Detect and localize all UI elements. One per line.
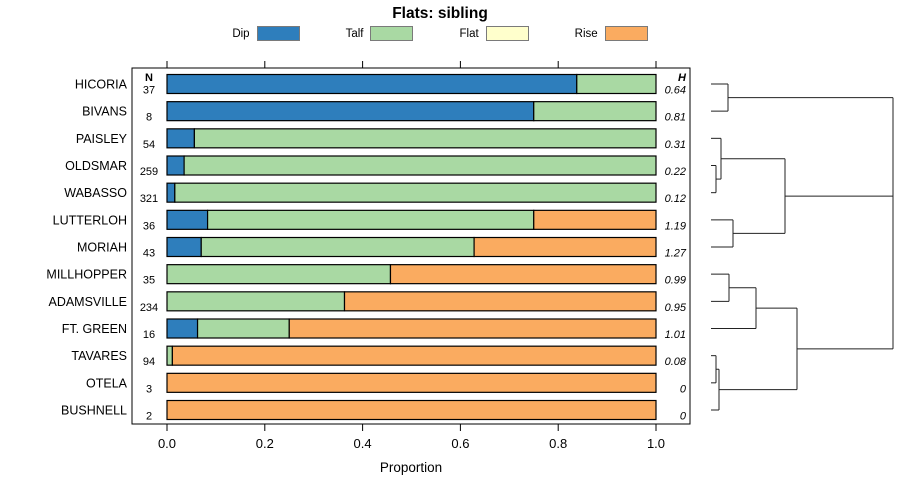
row-label: OLDSMAR (65, 159, 127, 173)
x-tick-label: 0.4 (354, 436, 372, 451)
bar-segment-moriah-rise (473, 236, 657, 258)
h-value: 0 (680, 383, 687, 395)
bar-segment-ft-green-talf (196, 318, 290, 339)
legend-label: Flat (459, 27, 479, 40)
h-value: 0.22 (665, 166, 686, 178)
bar-segment-wabasso-talf (174, 182, 657, 203)
legend-swatch-flat (485, 26, 529, 41)
n-value: 36 (143, 220, 155, 232)
x-axis-label: Proportion (380, 460, 442, 475)
n-value: 16 (143, 329, 155, 341)
legend-swatch-rise (604, 26, 648, 41)
h-value: 0 (680, 411, 687, 423)
bar-segment-millhopper-talf (166, 264, 392, 285)
bar-segment-moriah-talf (200, 236, 475, 258)
h-column-header: H (678, 72, 687, 84)
row-label: LUTTERLOH (53, 213, 127, 227)
n-column-header: N (145, 72, 153, 84)
n-value: 321 (140, 193, 158, 205)
bar-segment-lutterloh-dip (166, 209, 209, 230)
row-label: TAVARES (71, 349, 127, 363)
row-label: WABASSO (64, 186, 127, 200)
bar-segment-millhopper-rise (389, 264, 657, 285)
bar-segment-hicoria-talf (576, 73, 657, 95)
legend-label: Talf (345, 27, 364, 40)
bar-segment-adamsville-rise (343, 291, 657, 312)
legend-item-rise: Rise (575, 26, 648, 41)
x-tick-label: 0.8 (549, 436, 567, 451)
legend-swatch-talf (370, 26, 414, 41)
bar-segment-bivans-talf (533, 101, 657, 122)
bar-segment-ft-green-rise (288, 318, 657, 339)
h-value: 0.08 (665, 356, 687, 368)
row-label: BUSHNELL (61, 404, 127, 418)
bar-segment-paisley-talf (193, 128, 657, 149)
legend-item-dip: Dip (232, 26, 300, 41)
bar-segment-lutterloh-rise (533, 209, 657, 230)
n-value: 37 (143, 85, 155, 97)
n-value: 259 (140, 166, 158, 178)
bar-segment-paisley-dip (166, 128, 195, 149)
n-value: 2 (146, 411, 152, 423)
h-value: 1.01 (665, 329, 686, 341)
bar-segment-adamsville-talf (166, 291, 346, 312)
n-value: 43 (143, 248, 155, 260)
h-value: 1.27 (665, 248, 687, 260)
n-value: 35 (143, 275, 155, 287)
row-label: HICORIA (75, 78, 128, 92)
bar-segment-oldsmar-talf (183, 155, 657, 176)
chart-title: Flats: sibling (392, 5, 488, 22)
h-value: 0.12 (665, 193, 686, 205)
bar-segment-oldsmar-dip (166, 155, 185, 176)
row-label: BIVANS (82, 105, 127, 119)
legend-label: Rise (574, 27, 598, 40)
row-label: ADAMSVILLE (48, 295, 127, 309)
x-tick-label: 1.0 (647, 436, 665, 451)
bar-segment-otela-rise (166, 372, 657, 393)
row-label: OTELA (86, 376, 128, 390)
bar-segment-hicoria-dip (166, 73, 578, 95)
h-value: 0.99 (665, 275, 686, 287)
legend-item-talf: Talf (346, 26, 414, 41)
bar-segment-ft-green-dip (166, 318, 199, 339)
x-tick-label: 0.2 (256, 436, 274, 451)
h-value: 0.95 (665, 302, 687, 314)
bar-segment-bushnell-rise (166, 399, 657, 421)
legend-label: Dip (232, 27, 250, 40)
row-label: PAISLEY (76, 132, 128, 146)
n-value: 234 (140, 302, 158, 314)
x-tick-label: 0.0 (158, 436, 176, 451)
bar-segment-moriah-dip (166, 236, 202, 258)
bar-segment-tavares-talf (166, 345, 173, 366)
n-value: 8 (146, 112, 152, 124)
bar-segment-bivans-dip (166, 101, 535, 122)
x-tick-label: 0.6 (451, 436, 469, 451)
legend: Dip Talf Flat Rise (0, 26, 880, 41)
h-value: 0.81 (665, 112, 686, 124)
n-value: 94 (143, 356, 155, 368)
row-label: FT. GREEN (62, 322, 127, 336)
h-value: 0.64 (665, 85, 686, 97)
bar-segment-wabasso-dip (166, 182, 176, 203)
plot-box (131, 67, 691, 425)
row-label: MILLHOPPER (46, 268, 127, 282)
h-value: 1.19 (665, 220, 686, 232)
legend-swatch-dip (256, 26, 300, 41)
bar-segment-tavares-rise (171, 345, 657, 366)
legend-item-flat: Flat (459, 26, 529, 41)
n-value: 3 (146, 383, 152, 395)
h-value: 0.31 (665, 139, 686, 151)
row-label: MORIAH (77, 241, 127, 255)
n-value: 54 (143, 139, 155, 151)
bar-segment-lutterloh-talf (206, 209, 535, 230)
